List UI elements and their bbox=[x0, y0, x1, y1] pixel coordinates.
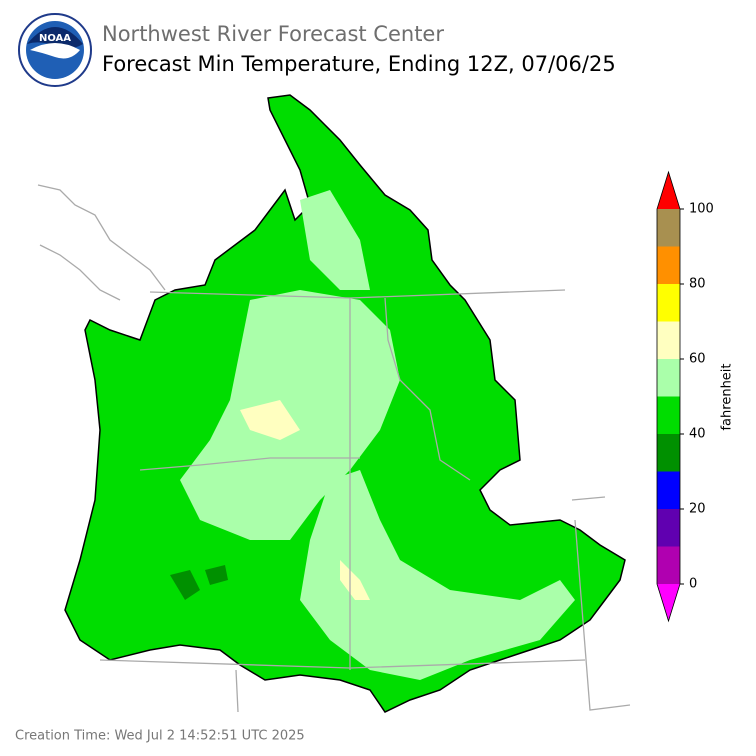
coastline bbox=[37, 184, 166, 291]
creation-time: Creation Time: Wed Jul 2 14:52:51 UTC 20… bbox=[15, 729, 305, 744]
colorbar-band bbox=[657, 434, 680, 472]
logo-bird bbox=[30, 43, 80, 59]
state-border bbox=[235, 669, 239, 713]
map-title: Forecast Min Temperature, Ending 12Z, 07… bbox=[102, 52, 616, 76]
colorbar-band bbox=[657, 359, 680, 397]
colorbar-band bbox=[657, 396, 680, 434]
colorbar-band bbox=[657, 471, 680, 509]
warm-region bbox=[240, 400, 300, 440]
colorbar-band bbox=[657, 209, 680, 247]
colorbar-tick-label: 60 bbox=[689, 352, 706, 367]
state-border bbox=[139, 457, 360, 471]
colorbar-tick-label: 20 bbox=[689, 502, 706, 517]
mild-region bbox=[300, 190, 370, 290]
state-border bbox=[99, 659, 586, 669]
colorbar-band bbox=[657, 246, 680, 284]
colorbar-tick-label: 80 bbox=[689, 277, 706, 292]
agency-name: Northwest River Forecast Center bbox=[102, 22, 444, 46]
colorbar-band bbox=[657, 509, 680, 547]
warm-region bbox=[340, 560, 370, 600]
logo-sky bbox=[27, 27, 83, 49]
colorbar-over bbox=[657, 172, 680, 209]
coastline bbox=[39, 244, 121, 301]
cool-region bbox=[170, 570, 200, 600]
colorbar-tick-label: 0 bbox=[689, 577, 697, 592]
noaa-logo: NOAA bbox=[18, 13, 92, 87]
map bbox=[37, 94, 631, 713]
colorbar-band bbox=[657, 284, 680, 322]
colorbar-tick-label: 40 bbox=[689, 427, 706, 442]
cool-region bbox=[205, 565, 228, 585]
logo-text: NOAA bbox=[39, 33, 71, 44]
colorbar-tick-label: 100 bbox=[689, 202, 714, 217]
state-border bbox=[571, 496, 631, 711]
colorbar-band bbox=[657, 321, 680, 359]
colorbar-band bbox=[657, 546, 680, 584]
colorbar-label: fahrenheit bbox=[720, 363, 735, 430]
state-border bbox=[384, 297, 471, 481]
mild-region bbox=[300, 470, 575, 680]
colorbar: 0 20 40 60 80 100 bbox=[656, 170, 714, 623]
colorbar-under bbox=[657, 584, 680, 621]
